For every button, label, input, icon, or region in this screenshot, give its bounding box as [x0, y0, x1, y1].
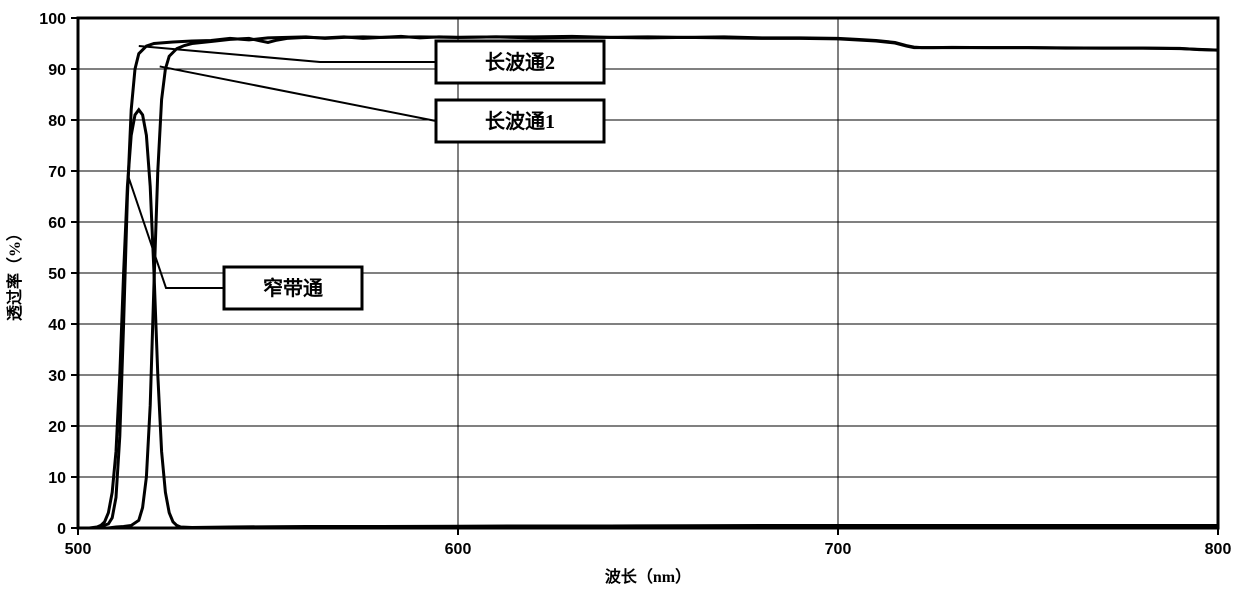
xtick-label: 700 — [825, 541, 852, 558]
chart-container: 0 10 20 30 40 50 60 70 80 90 100 500 600 700 800 波长（nm）… — [0, 0, 1240, 606]
ytick-label: 60 — [48, 215, 66, 232]
xtick-label: 600 — [445, 541, 472, 558]
ytick-label: 100 — [39, 11, 66, 28]
ytick-label: 90 — [48, 62, 66, 79]
ytick-label: 80 — [48, 113, 66, 130]
ytick-label: 10 — [48, 470, 66, 487]
x-axis-label: 波长（nm） — [605, 567, 691, 586]
ytick-label: 40 — [48, 317, 66, 334]
ytick-label: 30 — [48, 368, 66, 385]
ytick-label: 70 — [48, 164, 66, 181]
ytick-label: 50 — [48, 266, 66, 283]
y-axis-label: 透过率（%） — [5, 225, 24, 321]
chart-svg: 0 10 20 30 40 50 60 70 80 90 100 500 600 700 800 波长（nm）… — [0, 0, 1240, 606]
callout-text-窄带通: 窄带通 — [263, 276, 323, 300]
callout-text-长波通2: 长波通2 — [485, 51, 555, 74]
ytick-label: 20 — [48, 419, 66, 436]
xtick-label: 500 — [65, 541, 92, 558]
chart-background — [0, 0, 1240, 606]
xtick-label: 800 — [1205, 541, 1232, 558]
ytick-label: 0 — [57, 521, 66, 538]
callout-text-长波通1: 长波通1 — [485, 110, 555, 133]
